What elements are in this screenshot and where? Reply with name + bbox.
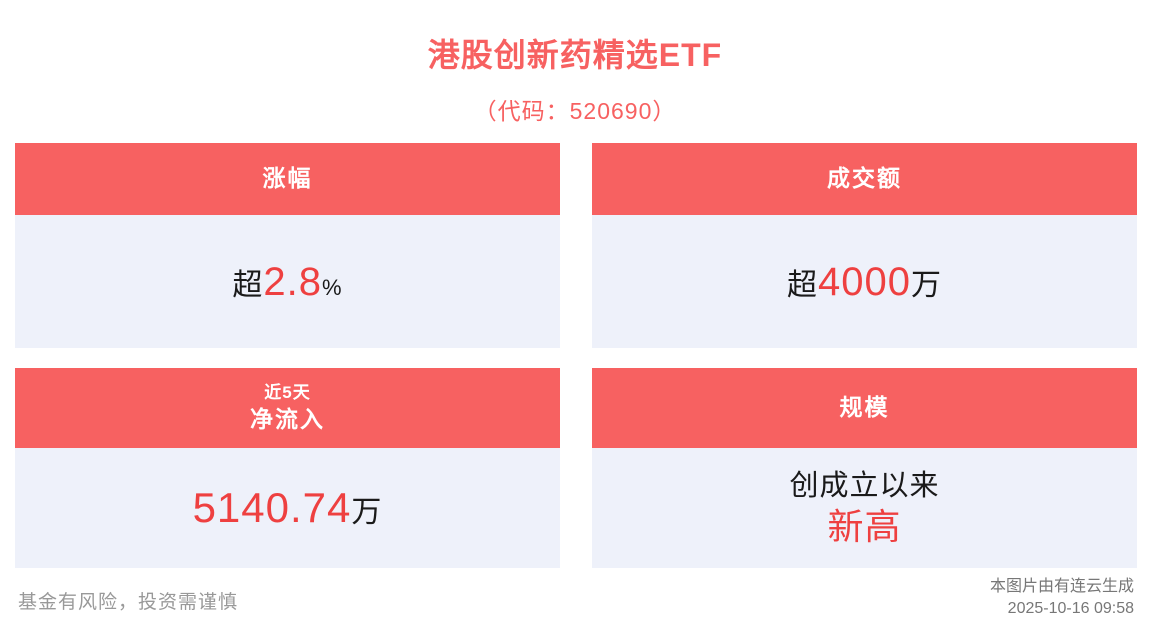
- footer-credit: 本图片由有连云生成 2025-10-16 09:58: [990, 576, 1134, 620]
- inflow-header-small: 近5天: [264, 382, 311, 402]
- change-prefix: 超: [232, 268, 264, 302]
- scale-value-block: 创成立以来 新高: [789, 468, 939, 549]
- page-subtitle: （代码：520690）: [473, 98, 677, 124]
- inflow-header-label: 净流入: [250, 405, 325, 432]
- card-change-body: 超2.8%: [15, 215, 560, 348]
- scale-line1: 创成立以来: [789, 469, 940, 502]
- card-turnover-header: 成交额: [592, 143, 1137, 215]
- card-inflow: 近5天 净流入 5140.74万: [15, 368, 560, 568]
- footer-disclaimer: 基金有风险，投资需谨慎: [18, 592, 239, 613]
- inflow-value: 5140.74: [192, 484, 352, 531]
- page-title: 港股创新药精选ETF: [427, 37, 723, 73]
- turnover-value: 4000: [818, 259, 911, 304]
- card-scale: 规模 创成立以来 新高: [592, 368, 1137, 568]
- scale-line2: 新高: [827, 506, 902, 548]
- footer-credit-source: 本图片由有连云生成: [989, 578, 1134, 595]
- change-value: 2.8: [263, 259, 323, 304]
- inflow-value-line: 5140.74万: [193, 487, 383, 529]
- change-suffix: %: [322, 274, 343, 300]
- card-change: 涨幅 超2.8%: [15, 143, 560, 348]
- turnover-prefix: 超: [787, 268, 818, 302]
- card-change-header: 涨幅: [15, 143, 560, 215]
- change-value-line: 超2.8%: [232, 262, 342, 302]
- card-scale-header: 规模: [592, 368, 1137, 448]
- card-scale-body: 创成立以来 新高: [592, 448, 1137, 568]
- turnover-value-line: 超4000万: [787, 262, 942, 302]
- turnover-suffix: 万: [910, 268, 942, 302]
- card-turnover: 成交额 超4000万: [592, 143, 1137, 348]
- card-inflow-body: 5140.74万: [15, 448, 560, 568]
- card-turnover-body: 超4000万: [592, 215, 1137, 348]
- footer-credit-timestamp: 2025-10-16 09:58: [1007, 600, 1134, 617]
- inflow-suffix: 万: [351, 496, 383, 529]
- card-inflow-header: 近5天 净流入: [15, 368, 560, 448]
- stats-grid: 涨幅 超2.8% 成交额 超4000万 近5天 净流入 5140.74万 规模 …: [15, 143, 1137, 568]
